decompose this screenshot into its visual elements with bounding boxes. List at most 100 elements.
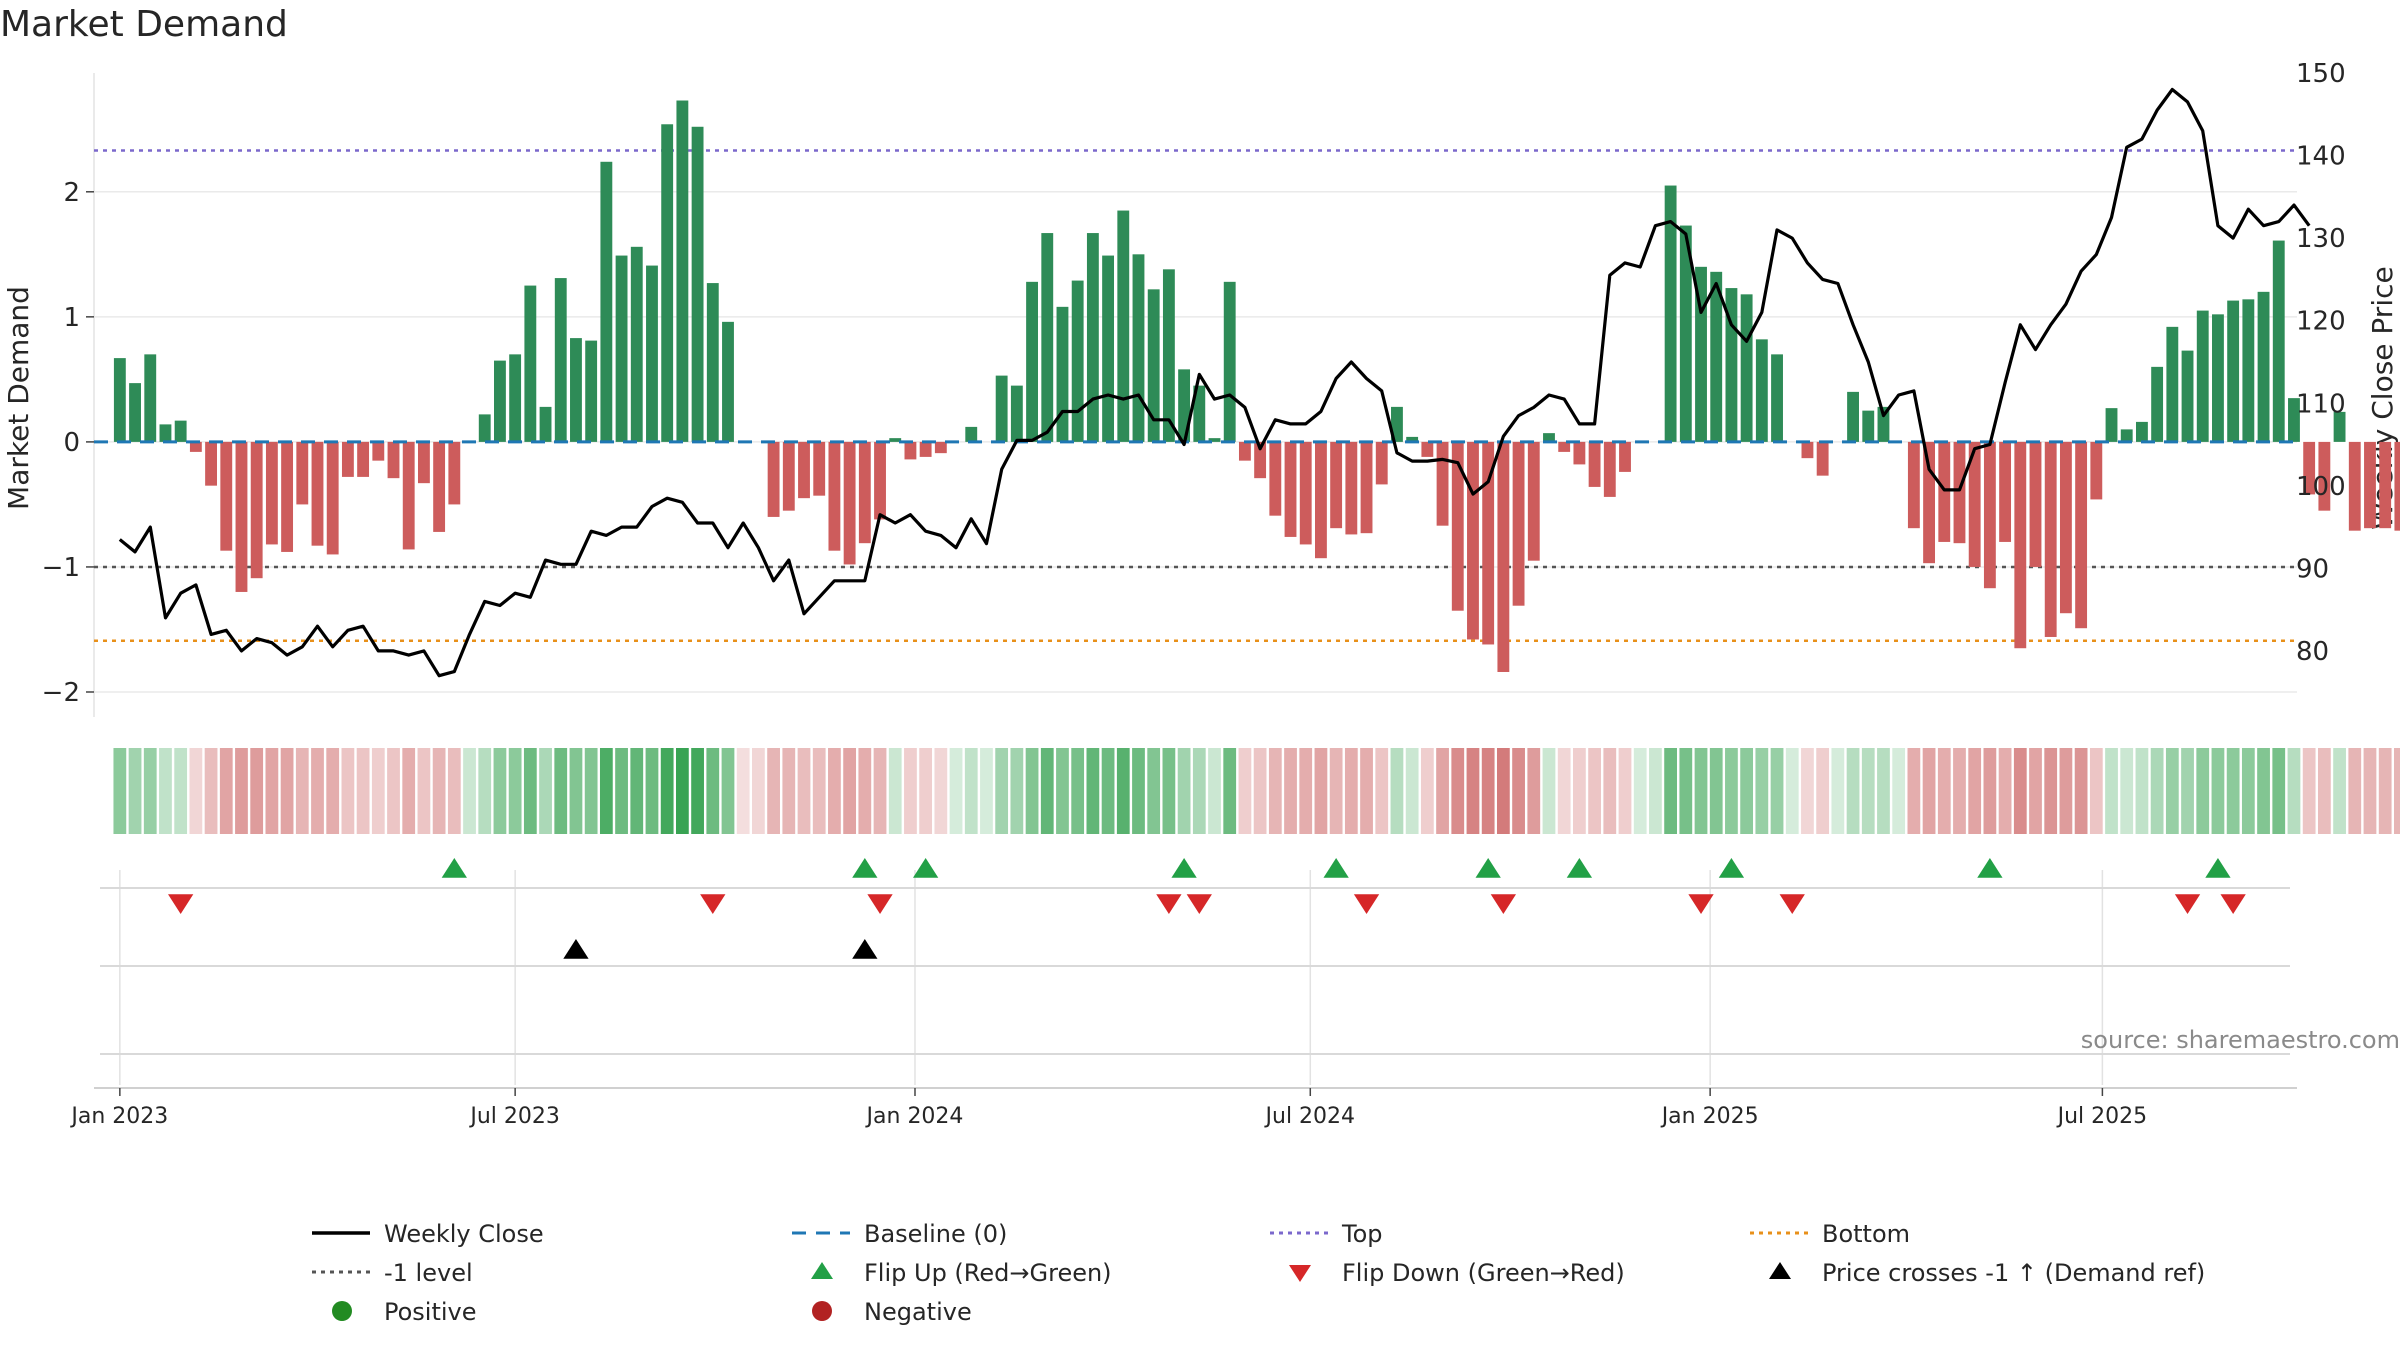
demand-bar-negative bbox=[1345, 441, 1358, 535]
heat-cell bbox=[493, 748, 507, 834]
y2-tick-label: 100 bbox=[2296, 472, 2346, 502]
heat-cell bbox=[2333, 748, 2346, 834]
legend-swatch bbox=[1769, 1262, 1791, 1279]
demand-bar-negative bbox=[311, 441, 324, 546]
demand-bar-positive bbox=[646, 265, 658, 442]
demand-bar-positive bbox=[1710, 271, 1723, 442]
demand-bar-negative bbox=[357, 441, 370, 477]
demand-bar-positive bbox=[2181, 350, 2194, 442]
x-axis-ticks: Jan 2023 Jul 2023 Jan 2024 Jul 2024 Jan 2025… bbox=[69, 1088, 2147, 1129]
reference-lines bbox=[94, 149, 2297, 642]
y2-tick-label: 130 bbox=[2296, 224, 2346, 254]
demand-bar-negative bbox=[387, 441, 400, 479]
demand-bar-positive bbox=[1223, 281, 1236, 442]
demand-bar-positive bbox=[706, 283, 719, 442]
demand-bar-negative bbox=[2044, 441, 2057, 637]
heat-cell bbox=[402, 748, 416, 834]
demand-bar-positive bbox=[1193, 385, 1206, 442]
heat-cell bbox=[630, 748, 644, 834]
heat-cell bbox=[1299, 748, 1313, 834]
heat-cell bbox=[1633, 748, 1647, 834]
heat-cell bbox=[615, 748, 628, 834]
flip-up-marker bbox=[912, 858, 939, 878]
heat-cell bbox=[2089, 748, 2103, 834]
demand-bar-positive bbox=[2120, 429, 2133, 442]
heat-cell bbox=[1785, 748, 1799, 834]
heat-cell bbox=[1801, 748, 1814, 834]
heat-cell bbox=[1877, 748, 1890, 834]
y2-tick-label: 120 bbox=[2296, 307, 2346, 337]
demand-bar-positive bbox=[1010, 385, 1023, 442]
demand-bar-positive bbox=[1056, 306, 1069, 442]
demand-bar-positive bbox=[1026, 281, 1038, 442]
heat-cell bbox=[1527, 748, 1541, 834]
demand-heat-strip bbox=[113, 748, 2400, 834]
demand-bar-positive bbox=[1771, 354, 1783, 442]
heat-cell bbox=[2287, 748, 2301, 834]
demand-bar-negative bbox=[1482, 441, 1495, 645]
demand-bar-negative bbox=[1375, 441, 1388, 485]
heat-cell bbox=[2181, 748, 2194, 834]
heat-cell bbox=[1101, 748, 1115, 834]
demand-bar-positive bbox=[1162, 269, 1175, 442]
demand-bar-positive bbox=[144, 354, 157, 442]
heat-cell bbox=[1086, 748, 1100, 834]
heat-cell bbox=[964, 748, 978, 834]
heat-cell bbox=[1390, 748, 1404, 834]
heat-cell bbox=[128, 748, 142, 834]
heat-cell bbox=[828, 748, 841, 834]
heat-cell bbox=[1481, 748, 1495, 834]
demand-bar-positive bbox=[965, 426, 978, 442]
demand-bar-negative bbox=[1603, 441, 1616, 497]
heat-cell bbox=[1466, 748, 1480, 834]
heat-cell bbox=[2257, 748, 2270, 834]
y2-tick-label: 150 bbox=[2296, 59, 2346, 89]
flip-down-marker bbox=[1186, 894, 1212, 914]
heat-cell bbox=[1223, 748, 1237, 834]
demand-bar-positive bbox=[174, 420, 187, 442]
event-markers-panel bbox=[168, 858, 2246, 959]
flip-down-marker bbox=[1779, 894, 1805, 914]
heat-cell bbox=[417, 748, 431, 834]
heat-cell bbox=[1892, 748, 1906, 834]
y2-tick-label: 110 bbox=[2296, 389, 2346, 419]
demand-bar-negative bbox=[2090, 441, 2103, 500]
legend-label: Flip Up (Red→Green) bbox=[864, 1259, 1112, 1287]
y-tick-label: −1 bbox=[42, 553, 80, 583]
y2-tick-label: 90 bbox=[2296, 554, 2329, 584]
heat-cell bbox=[995, 748, 1009, 834]
demand-bar-positive bbox=[494, 360, 506, 442]
flip-down-marker bbox=[2220, 894, 2246, 914]
heat-cell bbox=[1983, 748, 1997, 834]
demand-bar-negative bbox=[2075, 441, 2088, 629]
demand-bar-positive bbox=[1117, 210, 1130, 442]
heat-cell bbox=[1253, 748, 1267, 834]
demand-bar-positive bbox=[1740, 294, 1753, 442]
chart-title: Market Demand bbox=[0, 4, 288, 45]
heat-cell bbox=[1405, 748, 1419, 834]
heat-cell bbox=[1846, 748, 1860, 834]
demand-bar-negative bbox=[2059, 441, 2072, 614]
heat-cell bbox=[2348, 748, 2362, 834]
flip-down-marker bbox=[1156, 894, 1182, 914]
demand-bar-negative bbox=[1968, 441, 1981, 567]
heat-cell bbox=[721, 748, 735, 834]
heat-cell bbox=[1861, 748, 1875, 834]
demand-bar-positive bbox=[1877, 406, 1890, 442]
demand-bar-positive bbox=[1208, 438, 1221, 442]
heat-cell bbox=[2378, 748, 2392, 834]
demand-bar-positive bbox=[2151, 366, 2164, 442]
demand-bar-positive bbox=[478, 414, 491, 442]
heat-cell bbox=[1831, 748, 1845, 834]
heat-cell bbox=[204, 748, 218, 834]
demand-bar-negative bbox=[904, 441, 917, 460]
demand-bar-negative bbox=[1299, 441, 1312, 545]
heat-cell bbox=[2074, 748, 2088, 834]
demand-bar-negative bbox=[1315, 441, 1327, 559]
demand-bar-positive bbox=[1755, 339, 1768, 442]
demand-bar-negative bbox=[1254, 441, 1267, 479]
heat-cell bbox=[1588, 748, 1601, 834]
heat-cell bbox=[1056, 748, 1069, 834]
demand-bar-positive bbox=[524, 285, 537, 442]
demand-bar-positive bbox=[554, 278, 567, 442]
